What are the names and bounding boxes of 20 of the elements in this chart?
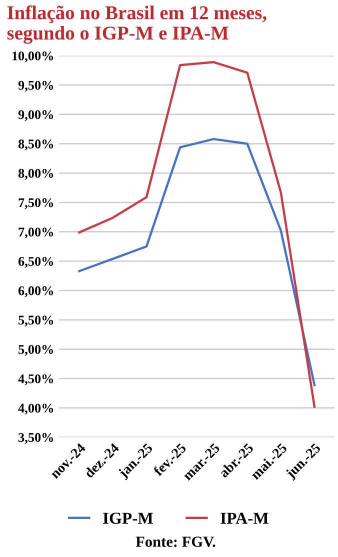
- legend-label: IGP-M: [103, 512, 153, 524]
- y-tick-label: 5,50%: [18, 316, 54, 326]
- y-tick-label: 9,00%: [18, 110, 54, 122]
- y-tick-label: 4,50%: [18, 374, 54, 386]
- y-tick-label: 4,00%: [18, 404, 54, 415]
- chart-title: Inflação no Brasil em 12 meses, segundo o IGP-M e IPA-M: [7, 5, 266, 44]
- y-tick-label: 7,50%: [18, 198, 54, 210]
- line-series: [78, 61, 316, 408]
- y-tick-label: 8,00%: [18, 168, 54, 180]
- y-tick-label: 5,00%: [18, 345, 54, 356]
- y-tick-label: 6,50%: [18, 256, 54, 268]
- legend-label: IPA-M: [220, 512, 268, 524]
- y-tick-label: 7,00%: [18, 228, 54, 238]
- y-tick-label: 9,50%: [18, 80, 54, 92]
- y-tick-label: 8,50%: [18, 140, 54, 150]
- y-tick-label: 3,50%: [18, 433, 54, 444]
- line-series: [78, 138, 316, 386]
- y-tick-label: 10,00%: [12, 52, 54, 62]
- source-note: Fonte: FGV.: [136, 536, 216, 547]
- y-tick-label: 6,00%: [18, 286, 54, 298]
